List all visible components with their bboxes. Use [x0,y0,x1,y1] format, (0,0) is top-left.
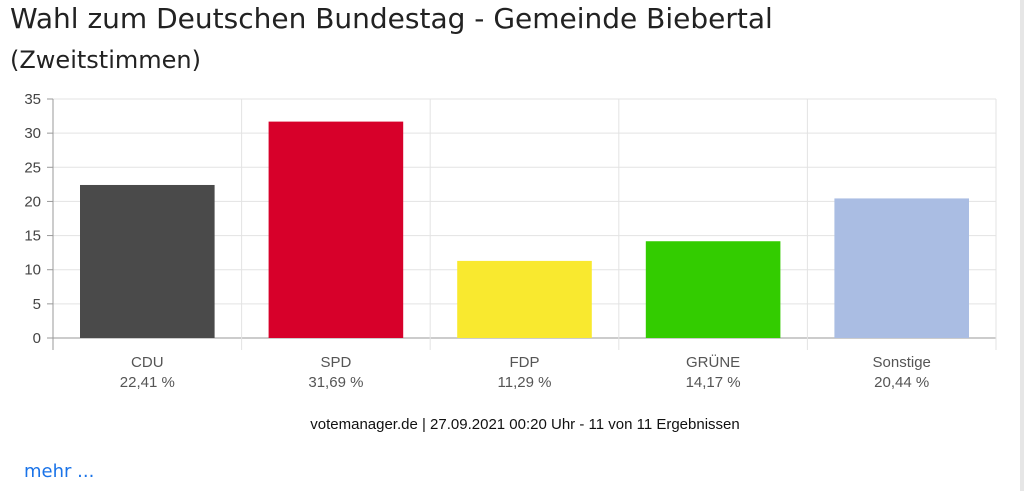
bar-fdp [457,260,592,338]
category-label: Sonstige [873,354,931,371]
y-tick-label: 35 [24,91,41,108]
more-link[interactable]: mehr ... [24,461,95,482]
y-tick-label: 15 [24,228,41,245]
y-tick-label: 20 [24,193,41,210]
category-label: GRÜNE [686,353,740,371]
y-tick-label: 0 [33,330,41,347]
category-label: SPD [320,354,351,371]
bar-grüne [645,241,781,338]
bar-spd [268,121,404,338]
category-label: FDP [510,354,540,371]
value-label: 14,17 % [686,374,741,391]
y-tick-label: 30 [24,125,41,142]
bar-cdu [80,184,215,338]
bar-sonstige [834,198,969,338]
page-subtitle: (Zweitstimmen) [10,46,201,74]
source-footer: votemanager.de | 27.09.2021 00:20 Uhr - … [310,416,740,433]
value-label: 22,41 % [120,374,175,391]
y-tick-label: 25 [24,159,41,176]
y-tick-label: 10 [24,262,41,279]
bar-chart: 0 5 10 15 20 25 30 35 CDU 22,41 % SPD 31,69 % FDP 11,… [24,91,997,391]
scrollbar-edge [1020,0,1024,491]
category-label: CDU [131,354,164,371]
y-tick-label: 5 [33,296,41,313]
value-label: 20,44 % [874,374,929,391]
value-label: 31,69 % [308,374,363,391]
page-title: Wahl zum Deutschen Bundestag - Gemeinde … [10,2,773,35]
value-label: 11,29 % [498,374,552,391]
